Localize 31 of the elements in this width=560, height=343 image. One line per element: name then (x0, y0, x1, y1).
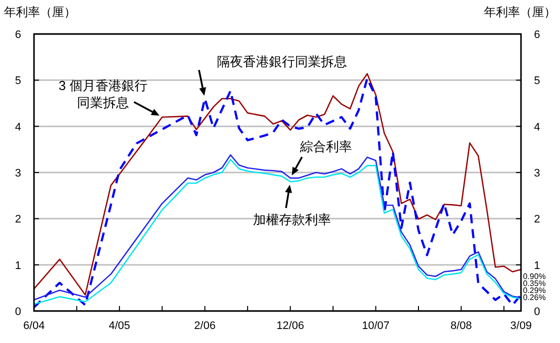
x-tick-label: 6/04 (23, 320, 45, 332)
y2-tick-label: 5 (534, 75, 540, 88)
x-tick-label: 8/08 (450, 320, 472, 332)
y2-tick-label: 1 (534, 260, 540, 272)
y2-tick-label: 0 (534, 306, 540, 318)
y-tick-label: 3 (14, 168, 22, 180)
y-tick-label: 5 (14, 75, 22, 88)
y2-tick-label: 4 (534, 121, 540, 134)
x-tick-label: 2/06 (194, 320, 216, 332)
y-tick-label: 2 (14, 214, 22, 226)
y-tick-label: 0 (14, 306, 22, 318)
y2-tick-label: 2 (534, 214, 540, 226)
annotation: 0.90% (523, 272, 546, 282)
series-label: 3 個月香港銀行同業拆息 (58, 78, 148, 110)
x-tick-label: 12/06 (276, 320, 304, 332)
y-axis-title: 年利率（厘） (4, 5, 76, 19)
y-tick-label: 6 (14, 29, 22, 41)
annotation: 0.35% (523, 279, 546, 288)
y2-axis-title: 年利率（厘） (484, 5, 556, 19)
x-tick-label: 4/05 (108, 320, 130, 332)
series-label: 隔夜香港銀行同業拆息 (217, 54, 347, 69)
text: 加權存款利率 (253, 212, 331, 227)
annotation: 0.29% (523, 286, 546, 296)
series-label: 綜合利率 (299, 139, 352, 154)
y2-tick-label: 6 (534, 29, 540, 41)
x-tick-label: 3/09 (510, 320, 532, 332)
annotation: 0.26% (523, 292, 546, 302)
y-tick-label: 1 (14, 260, 22, 272)
y2-tick-label: 3 (534, 168, 540, 180)
y-tick-label: 4 (14, 121, 22, 134)
x-tick-label: 10/07 (362, 320, 390, 332)
